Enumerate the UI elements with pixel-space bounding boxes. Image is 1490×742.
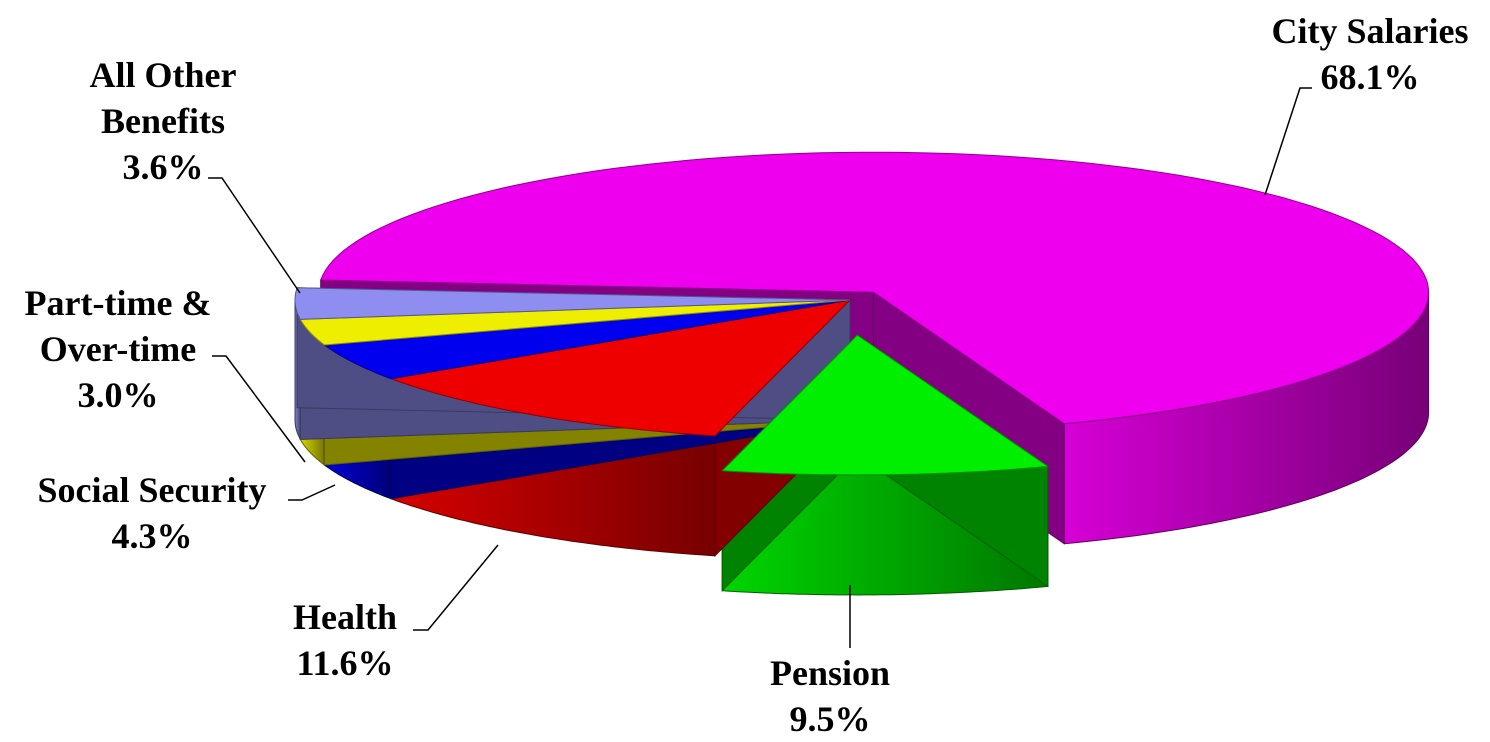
category-name: City Salaries [1271, 11, 1469, 51]
slice-top [294, 287, 851, 320]
slice-top [299, 299, 851, 346]
slice-top [389, 299, 852, 437]
slice-label: City Salaries 68.1% [1220, 8, 1490, 100]
value-label: 68.1% [1320, 57, 1420, 97]
slice-label: Part-time & Over-time 3.0% [11, 280, 226, 418]
category-name: Health [293, 597, 397, 637]
slice-top [319, 151, 1430, 425]
leader-line [288, 484, 336, 501]
value-label: 4.3% [111, 516, 193, 556]
value-label: 9.5% [789, 699, 871, 739]
category-name: Pension [769, 653, 891, 693]
leader-line [208, 177, 301, 294]
slice-label: Pension 9.5% [730, 650, 930, 742]
slice-label: Health 11.6% [245, 594, 445, 686]
leader-line [413, 544, 499, 631]
category-name: Part-time & Over-time [24, 283, 212, 369]
slice-top [323, 299, 851, 380]
slice-label: Social Security 4.3% [2, 467, 302, 559]
slice-label: All Other Benefits 3.6% [63, 52, 263, 190]
value-label: 3.0% [77, 375, 159, 415]
leader-line [212, 355, 306, 463]
category-name: All Other Benefits [89, 55, 237, 141]
slice-top [721, 334, 1050, 476]
leader-line [1264, 87, 1312, 196]
value-label: 11.6% [296, 643, 394, 683]
value-label: 3.6% [122, 147, 204, 187]
category-name: Social Security [37, 470, 267, 510]
